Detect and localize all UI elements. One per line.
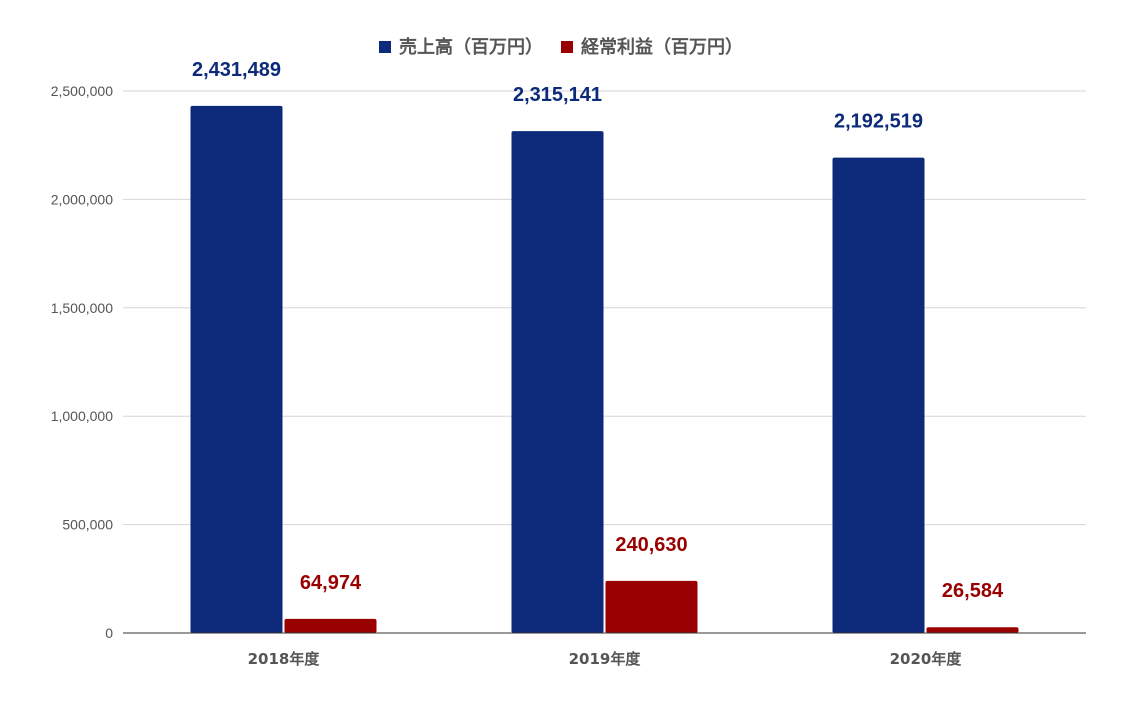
bar-sales bbox=[190, 105, 283, 633]
legend-swatch bbox=[379, 41, 391, 53]
bar-sales bbox=[832, 157, 925, 634]
data-label: 2,431,489 bbox=[192, 59, 281, 81]
grid-lines bbox=[123, 90, 1086, 526]
bar-ordinary-profit bbox=[926, 627, 1019, 633]
y-tick-label: 500,000 bbox=[62, 517, 113, 533]
bar-ordinary-profit bbox=[605, 580, 698, 633]
x-tick-label: 2019年度 bbox=[569, 650, 642, 668]
data-label: 2,192,519 bbox=[834, 111, 923, 133]
x-tick-label: 2018年度 bbox=[248, 650, 321, 668]
y-tick-label: 2,000,000 bbox=[51, 191, 113, 207]
legend: 売上高（百万円） 経常利益（百万円） bbox=[379, 36, 743, 58]
y-tick-label: 2,500,000 bbox=[51, 83, 113, 99]
legend-item: 売上高（百万円） bbox=[379, 36, 543, 58]
x-tick-label: 2020年度 bbox=[890, 650, 963, 668]
legend-swatch bbox=[561, 41, 573, 53]
bar-sales bbox=[511, 131, 604, 633]
legend-label: 経常利益（百万円） bbox=[581, 36, 743, 58]
legend-label: 売上高（百万円） bbox=[399, 36, 543, 58]
x-axis-tick-labels: 2018年度 2019年度 2020年度 bbox=[248, 650, 963, 668]
y-tick-label: 0 bbox=[105, 625, 113, 641]
data-label: 26,584 bbox=[942, 580, 1004, 602]
bars bbox=[190, 105, 1019, 634]
y-axis-tick-labels: 0 500,000 1,000,000 1,500,000 2,000,000 2,500… bbox=[51, 83, 114, 641]
data-label: 240,630 bbox=[615, 534, 687, 556]
y-tick-label: 1,000,000 bbox=[51, 408, 113, 424]
data-label: 2,315,141 bbox=[513, 84, 602, 106]
legend-item: 経常利益（百万円） bbox=[561, 36, 743, 58]
y-tick-label: 1,500,000 bbox=[51, 300, 113, 316]
bar-ordinary-profit bbox=[284, 618, 377, 633]
data-label: 64,974 bbox=[300, 572, 362, 594]
data-labels: 2,431,489 64,974 2,315,141 240,630 2,192,519… bbox=[192, 59, 1004, 602]
